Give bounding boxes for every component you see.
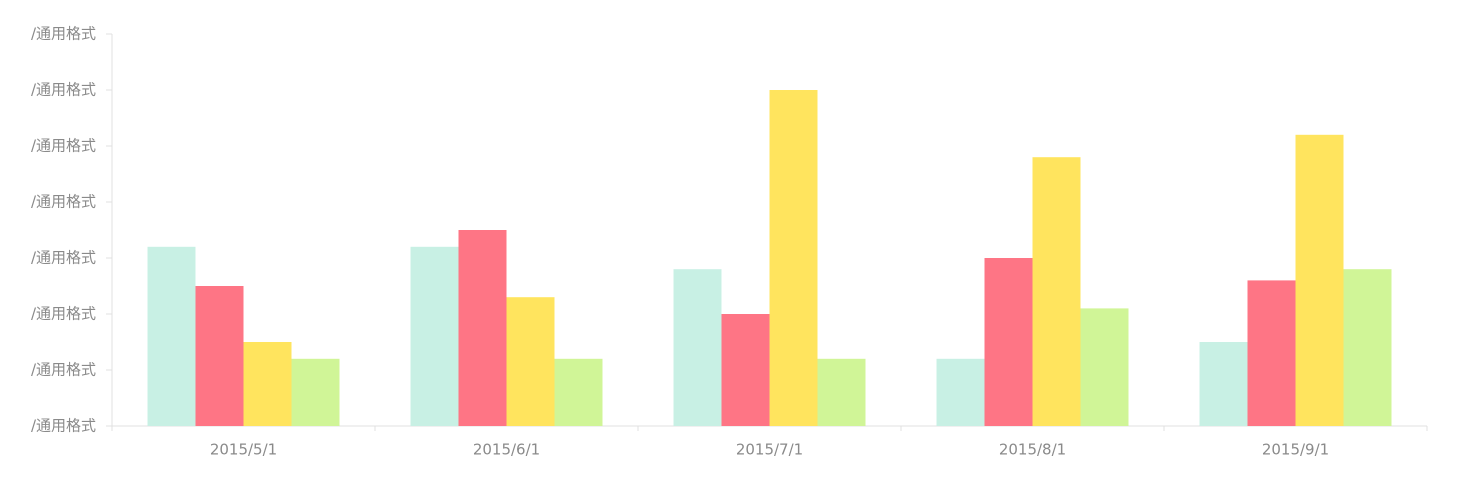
y-tick-label: /通用格式 xyxy=(31,137,96,155)
y-tick-label: /通用格式 xyxy=(31,193,96,211)
x-tick-label: 2015/6/1 xyxy=(473,441,540,459)
bar xyxy=(984,258,1033,426)
bar xyxy=(936,358,985,426)
bar xyxy=(673,269,722,426)
x-tick-label: 2015/5/1 xyxy=(210,441,277,459)
y-tick-label: /通用格式 xyxy=(31,25,96,43)
x-tick-label: 2015/7/1 xyxy=(736,441,803,459)
bar xyxy=(1343,269,1392,426)
bar xyxy=(817,358,866,426)
bar xyxy=(291,358,340,426)
bar xyxy=(1080,308,1129,426)
y-tick-label: /通用格式 xyxy=(31,417,96,435)
bar xyxy=(410,246,459,426)
x-tick-label: 2015/8/1 xyxy=(999,441,1066,459)
y-tick-label: /通用格式 xyxy=(31,249,96,267)
bar xyxy=(195,286,244,426)
bar xyxy=(458,230,507,426)
bar xyxy=(243,342,292,426)
bar xyxy=(1295,134,1344,427)
bar xyxy=(506,297,555,426)
x-tick-label: 2015/9/1 xyxy=(1262,441,1329,459)
bar xyxy=(147,246,196,426)
bar xyxy=(721,314,770,426)
y-tick-label: /通用格式 xyxy=(31,81,96,99)
y-tick-label: /通用格式 xyxy=(31,305,96,323)
y-tick-label: /通用格式 xyxy=(31,361,96,379)
bar xyxy=(1247,280,1296,426)
bar xyxy=(1032,157,1081,426)
bar xyxy=(554,358,603,426)
bar xyxy=(1199,342,1248,426)
bar xyxy=(769,90,818,426)
